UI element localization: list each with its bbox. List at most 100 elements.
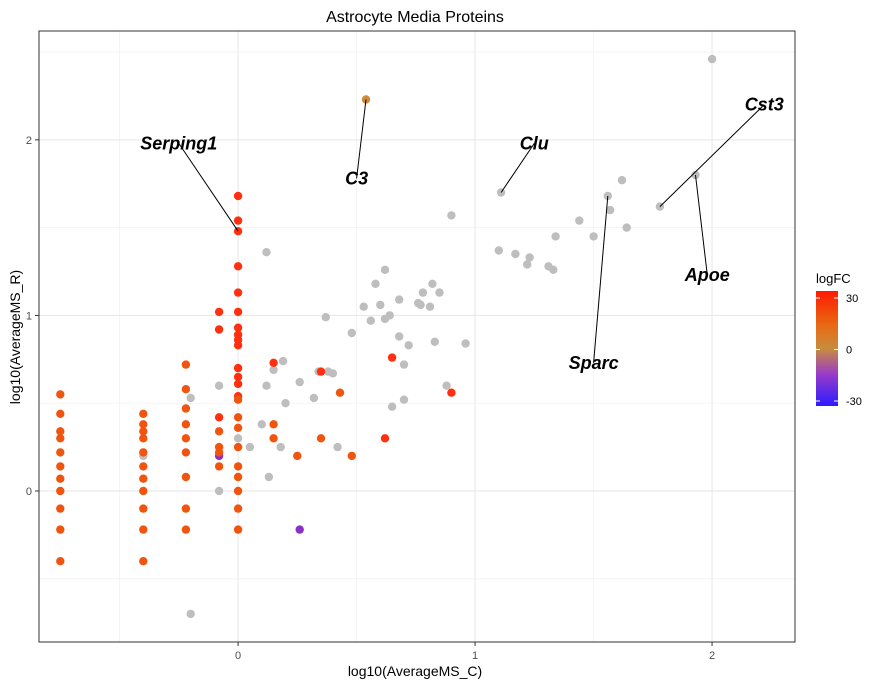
data-point [214,427,224,436]
data-point [233,504,243,513]
data-point [233,423,243,432]
data-point [139,409,148,418]
data-point [371,279,380,288]
data-point [418,288,428,297]
data-point [233,341,243,350]
y-tick-label: 0 [26,486,32,498]
legend-tick-label: 30 [846,293,858,305]
data-point [214,381,224,390]
data-point [276,442,285,452]
data-point [525,253,534,262]
data-point [139,557,148,566]
data-point [233,486,243,496]
data-point [269,365,278,375]
data-point [447,211,456,220]
data-point [316,434,326,443]
data-point [589,232,598,241]
data-point [233,413,243,422]
data-point [233,434,243,443]
data-point [233,462,243,471]
data-point [262,381,271,390]
data-point [335,388,345,397]
data-point [321,313,330,322]
data-point [56,557,65,566]
data-point [233,323,243,332]
data-point [387,402,397,411]
data-point [56,474,65,483]
data-point [309,393,319,403]
legend-tick-label: -30 [846,396,862,408]
data-point [214,325,224,334]
data-point [523,260,532,269]
data-point [575,216,584,225]
data-point [511,249,520,259]
data-point [139,420,148,429]
data-point [269,420,278,429]
y-tick-label: 2 [26,135,32,147]
data-point [139,462,148,471]
data-point [139,525,148,534]
data-point [233,191,243,201]
data-point [622,223,631,232]
data-point [442,381,451,390]
data-point [295,377,304,387]
data-point [359,302,368,311]
data-point [262,248,271,257]
data-point [233,288,243,297]
data-point [461,339,470,348]
data-point [181,448,191,457]
data-point [333,442,342,452]
x-axis-title: log10(AverageMS_C) [348,663,482,679]
annotation-leader-line [695,174,708,276]
data-point [214,413,224,422]
data-point [139,486,148,496]
data-point [496,188,506,197]
data-point [214,462,224,471]
data-point [245,442,255,452]
y-tick-label: 1 [26,310,32,322]
legend-colorbar [816,291,838,406]
annotation-leader-line [500,143,535,193]
data-point [181,434,191,443]
gene-label: Clu [520,133,549,153]
data-point [214,486,224,496]
legend-tick-label: 0 [846,345,852,357]
data-point [181,504,191,513]
legend-title: logFC [816,271,851,286]
data-point [293,451,302,461]
data-point [366,316,375,325]
data-point [181,385,191,394]
x-tick-label: 1 [472,650,478,662]
data-point [435,288,444,297]
data-point [139,427,148,436]
annotation-leader-line [593,195,609,363]
data-point [56,486,65,496]
data-point [395,332,404,341]
plot-panel: Serping1 C3 Clu Cst3 Apoe Sparc 0 1 2 0 1 2 [26,30,796,662]
data-point [281,399,290,408]
data-point [139,504,148,513]
data-point [551,232,560,241]
panel-border [38,30,796,643]
data-point [387,353,397,362]
data-point [278,356,288,366]
data-point [380,265,390,274]
data-point [233,472,243,482]
data-point [186,609,195,619]
data-point [56,409,65,418]
data-point [414,298,423,308]
data-point [233,372,243,382]
data-point [494,246,503,255]
data-point [233,262,243,271]
data-point [425,302,435,311]
data-point [430,337,439,346]
data-point [139,448,148,457]
data-point [233,379,243,389]
data-point [181,472,191,482]
data-point [139,434,148,443]
data-point [404,341,413,350]
x-tick-label: 2 [709,650,715,662]
data-point [380,434,390,443]
data-point [605,205,615,215]
